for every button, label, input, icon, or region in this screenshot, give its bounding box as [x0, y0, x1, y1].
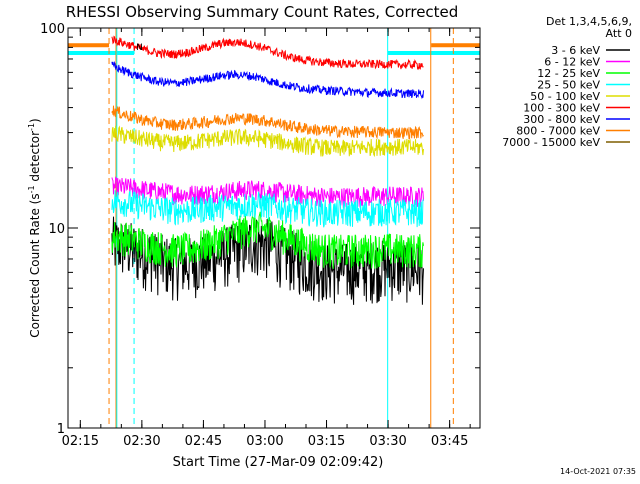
y-tick-label: 10	[48, 222, 65, 237]
series-line	[111, 211, 424, 269]
plot-frame	[67, 27, 481, 429]
plot-content: N	[68, 28, 480, 428]
x-tick-label: 02:30	[123, 434, 160, 449]
attenuator-flag-bar	[68, 43, 110, 48]
legend-label: 7000 - 15000 keV	[502, 136, 600, 149]
legend-label: 300 - 800 keV	[523, 113, 600, 126]
series-line	[111, 105, 424, 140]
legend-header-line2: Att 0	[606, 27, 632, 40]
y-tick-label: 1	[57, 422, 65, 437]
x-axis-label: Start Time (27-Mar-09 02:09:42)	[173, 455, 384, 470]
x-tick-label: 03:15	[308, 434, 345, 449]
legend-label: 25 - 50 keV	[537, 79, 600, 92]
series-line	[111, 35, 424, 71]
attenuator-flag-bar	[387, 50, 480, 55]
chart-title: RHESSI Observing Summary Count Rates, Co…	[66, 3, 459, 21]
x-tick-label: 03:00	[246, 434, 283, 449]
series-line	[111, 190, 424, 228]
legend-label: 6 - 12 keV	[544, 56, 600, 69]
y-axis-label-sup1: -1	[27, 185, 36, 193]
y-axis-label-part2: detector	[28, 131, 42, 186]
timestamp: 14-Oct-2021 07:35	[560, 467, 636, 476]
y-tick-label: 100	[40, 22, 65, 37]
annotation-label: N	[136, 43, 143, 53]
legend-label: 50 - 100 keV	[530, 90, 600, 103]
legend-label: 100 - 300 keV	[523, 102, 600, 115]
y-axis-label: Corrected Count Rate (s-1 detector-1)	[27, 118, 42, 337]
x-tick-label: 03:45	[431, 434, 468, 449]
series-line	[111, 125, 424, 158]
x-tick-label: 02:45	[185, 434, 222, 449]
legend-header-line1: Det 1,3,4,5,6,9,	[546, 15, 632, 28]
axes: 02:15 02:30 02:45 03:00 03:15 03:30 03:45 1 10 10…	[40, 22, 480, 449]
legend-label: 3 - 6 keV	[551, 44, 600, 57]
y-axis-label-part1: Corrected Count Rate (s	[28, 193, 42, 337]
legend-label: 12 - 25 keV	[537, 67, 600, 80]
attenuator-flag-bar	[431, 43, 480, 48]
y-axis-label-part3: )	[28, 118, 42, 123]
x-tick-label: 03:30	[369, 434, 406, 449]
attenuator-flag-bar	[68, 50, 135, 55]
series-line	[111, 176, 424, 208]
series-line	[111, 60, 424, 100]
legend-label: 800 - 7000 keV	[516, 125, 600, 138]
x-tick-label: 02:15	[62, 434, 99, 449]
y-axis-label-sup2: -1	[27, 123, 36, 131]
